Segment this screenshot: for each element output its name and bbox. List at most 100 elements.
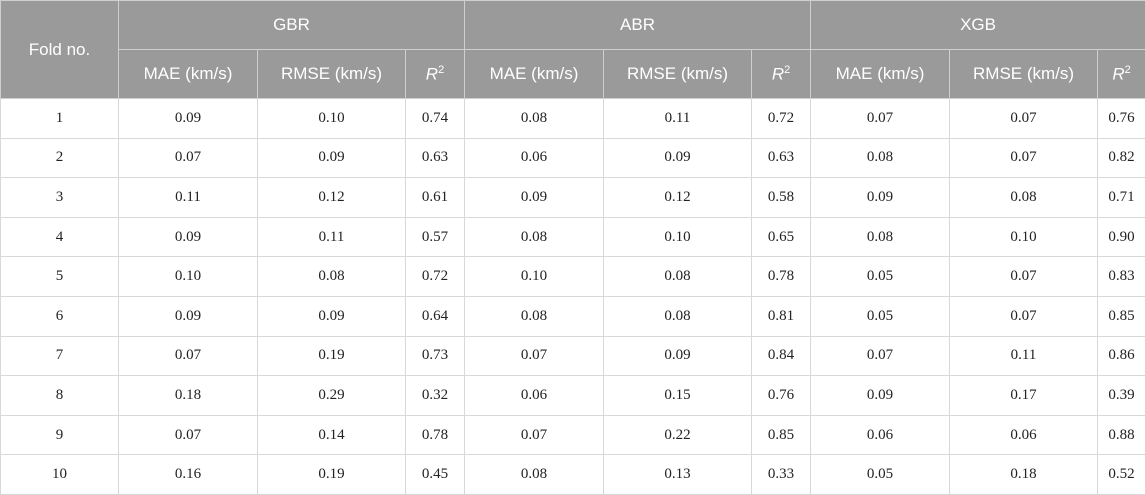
abr-mae-cell: 0.09 <box>464 177 605 218</box>
r2-header-xgb: R2 <box>1097 49 1145 99</box>
abr-r2-cell: 0.63 <box>751 137 812 179</box>
gbr-r2-cell: 0.45 <box>404 454 466 495</box>
abr-rmse-cell: 0.08 <box>603 256 753 297</box>
gbr-r2-cell: 0.57 <box>404 216 466 258</box>
fold-cell: 1 <box>0 98 119 139</box>
rmse-header-xgb: RMSE (km/s) <box>949 49 1099 99</box>
table-row: 7 0.07 0.19 0.73 0.07 0.09 0.84 0.07 0.1… <box>0 335 1145 377</box>
xgb-mae-cell: 0.09 <box>810 177 951 218</box>
fold-cell: 3 <box>0 177 119 218</box>
xgb-rmse-cell: 0.11 <box>949 335 1099 377</box>
xgb-mae-cell: 0.05 <box>810 454 951 495</box>
gbr-r2-cell: 0.72 <box>404 256 466 297</box>
table-row: 2 0.07 0.09 0.63 0.06 0.09 0.63 0.08 0.0… <box>0 137 1145 179</box>
abr-r2-cell: 0.65 <box>751 216 812 258</box>
gbr-rmse-cell: 0.29 <box>257 375 406 416</box>
abr-rmse-cell: 0.08 <box>603 295 753 337</box>
gbr-r2-cell: 0.61 <box>404 177 466 218</box>
xgb-r2-cell: 0.82 <box>1097 137 1145 179</box>
abr-mae-cell: 0.08 <box>464 454 605 495</box>
abr-rmse-cell: 0.22 <box>603 414 753 456</box>
xgb-mae-cell: 0.07 <box>810 98 951 139</box>
gbr-mae-cell: 0.10 <box>118 256 258 297</box>
xgb-rmse-cell: 0.18 <box>949 454 1099 495</box>
fold-header: Fold no. <box>0 0 119 99</box>
gbr-mae-cell: 0.09 <box>118 98 258 139</box>
xgb-r2-cell: 0.86 <box>1097 335 1145 377</box>
xgb-r2-cell: 0.76 <box>1097 98 1145 139</box>
fold-cell: 2 <box>0 137 119 179</box>
xgb-rmse-cell: 0.08 <box>949 177 1099 218</box>
abr-rmse-cell: 0.09 <box>603 137 753 179</box>
gbr-mae-cell: 0.18 <box>118 375 258 416</box>
gbr-mae-cell: 0.07 <box>118 414 258 456</box>
gbr-rmse-cell: 0.14 <box>257 414 406 456</box>
abr-rmse-cell: 0.11 <box>603 98 753 139</box>
xgb-rmse-cell: 0.07 <box>949 256 1099 297</box>
gbr-mae-cell: 0.11 <box>118 177 258 218</box>
gbr-r2-cell: 0.78 <box>404 414 466 456</box>
abr-rmse-cell: 0.15 <box>603 375 753 416</box>
abr-r2-cell: 0.72 <box>751 98 812 139</box>
abr-rmse-cell: 0.10 <box>603 216 753 258</box>
xgb-r2-cell: 0.83 <box>1097 256 1145 297</box>
gbr-rmse-cell: 0.09 <box>257 295 406 337</box>
table-row: 5 0.10 0.08 0.72 0.10 0.08 0.78 0.05 0.0… <box>0 256 1145 297</box>
abr-r2-cell: 0.58 <box>751 177 812 218</box>
gbr-mae-cell: 0.16 <box>118 454 258 495</box>
fold-cell: 4 <box>0 216 119 258</box>
group-header-gbr: GBR <box>117 0 466 50</box>
abr-r2-cell: 0.81 <box>751 295 812 337</box>
mae-header-gbr: MAE (km/s) <box>118 49 258 99</box>
table-row: 1 0.09 0.10 0.74 0.08 0.11 0.72 0.07 0.0… <box>0 98 1145 139</box>
table-row: 3 0.11 0.12 0.61 0.09 0.12 0.58 0.09 0.0… <box>0 177 1145 218</box>
gbr-r2-cell: 0.73 <box>404 335 466 377</box>
xgb-rmse-cell: 0.07 <box>949 295 1099 337</box>
fold-cell: 9 <box>0 414 119 456</box>
abr-mae-cell: 0.07 <box>464 335 605 377</box>
abr-rmse-cell: 0.09 <box>603 335 753 377</box>
abr-mae-cell: 0.06 <box>464 375 605 416</box>
abr-r2-cell: 0.33 <box>751 454 812 495</box>
fold-cell: 5 <box>0 256 119 297</box>
r2-header-abr: R2 <box>751 49 812 99</box>
abr-mae-cell: 0.08 <box>464 295 605 337</box>
xgb-rmse-cell: 0.07 <box>949 98 1099 139</box>
abr-r2-cell: 0.84 <box>751 335 812 377</box>
group-header-abr: ABR <box>464 0 812 50</box>
xgb-mae-cell: 0.08 <box>810 216 951 258</box>
abr-r2-cell: 0.78 <box>751 256 812 297</box>
xgb-r2-cell: 0.71 <box>1097 177 1145 218</box>
gbr-rmse-cell: 0.10 <box>257 98 406 139</box>
xgb-r2-cell: 0.90 <box>1097 216 1145 258</box>
r2-header-gbr: R2 <box>404 49 466 99</box>
gbr-r2-cell: 0.74 <box>404 98 466 139</box>
abr-mae-cell: 0.08 <box>464 216 605 258</box>
gbr-mae-cell: 0.07 <box>118 335 258 377</box>
xgb-r2-cell: 0.39 <box>1097 375 1145 416</box>
xgb-rmse-cell: 0.17 <box>949 375 1099 416</box>
abr-rmse-cell: 0.12 <box>603 177 753 218</box>
gbr-r2-cell: 0.64 <box>404 295 466 337</box>
gbr-rmse-cell: 0.09 <box>257 137 406 179</box>
gbr-rmse-cell: 0.19 <box>257 335 406 377</box>
abr-mae-cell: 0.10 <box>464 256 605 297</box>
xgb-r2-cell: 0.85 <box>1097 295 1145 337</box>
xgb-mae-cell: 0.06 <box>810 414 951 456</box>
xgb-mae-cell: 0.09 <box>810 375 951 416</box>
group-header-xgb: XGB <box>810 0 1145 50</box>
abr-r2-cell: 0.85 <box>751 414 812 456</box>
table-row: 10 0.16 0.19 0.45 0.08 0.13 0.33 0.05 0.… <box>0 454 1145 495</box>
abr-mae-cell: 0.06 <box>464 137 605 179</box>
mae-header-xgb: MAE (km/s) <box>810 49 951 99</box>
fold-cell: 7 <box>0 335 119 377</box>
abr-mae-cell: 0.07 <box>464 414 605 456</box>
table-row: 8 0.18 0.29 0.32 0.06 0.15 0.76 0.09 0.1… <box>0 375 1145 416</box>
gbr-mae-cell: 0.09 <box>118 295 258 337</box>
gbr-mae-cell: 0.07 <box>118 137 258 179</box>
table-row: 6 0.09 0.09 0.64 0.08 0.08 0.81 0.05 0.0… <box>0 295 1145 337</box>
xgb-mae-cell: 0.07 <box>810 335 951 377</box>
xgb-r2-cell: 0.52 <box>1097 454 1145 495</box>
xgb-rmse-cell: 0.10 <box>949 216 1099 258</box>
